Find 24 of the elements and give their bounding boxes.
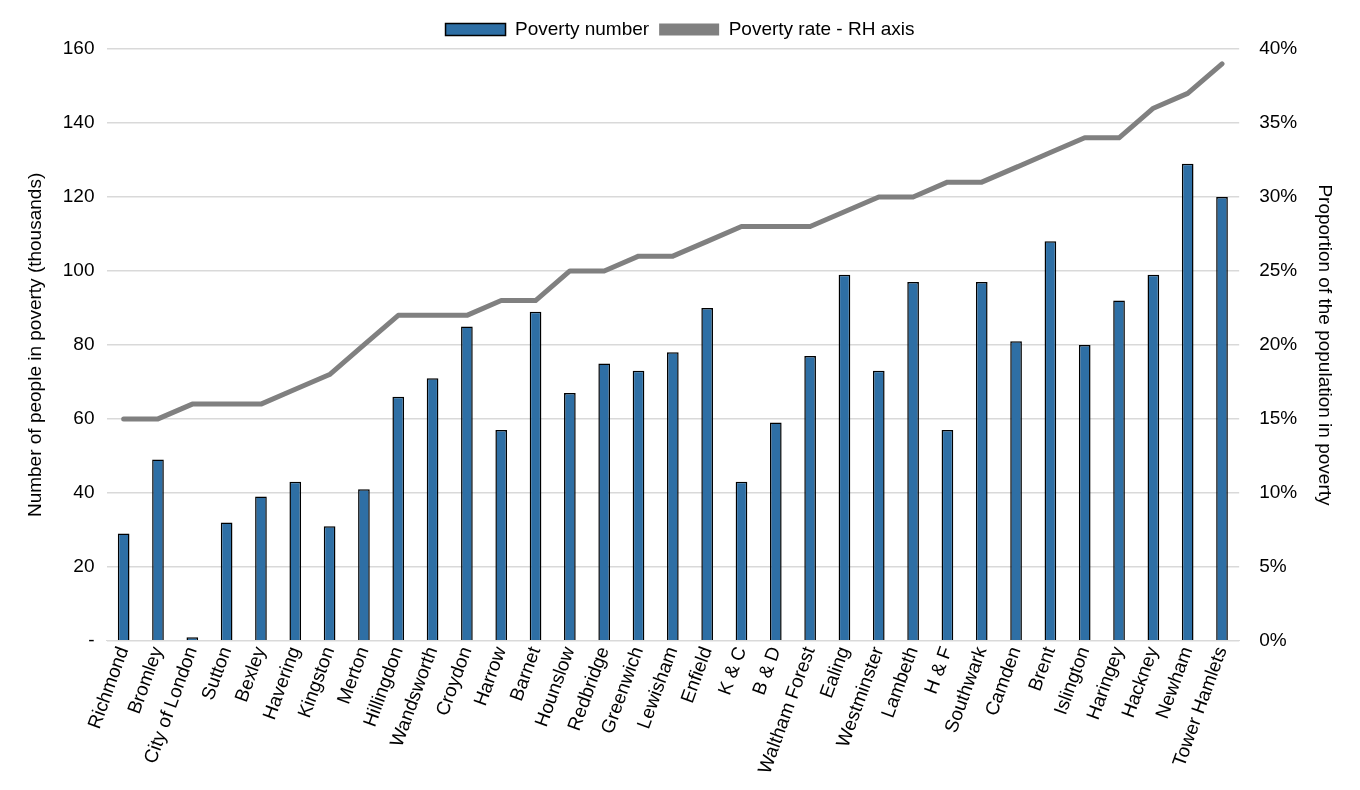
y2-tick-label: 0% xyxy=(1259,629,1287,651)
y2-tick-label: 40% xyxy=(1259,37,1298,59)
y2-tick-label: 30% xyxy=(1259,185,1298,207)
y2-tick-label: 15% xyxy=(1259,407,1298,429)
y2-tick-label: 5% xyxy=(1259,555,1287,577)
y2-axis-title: Proportion of the population in poverty xyxy=(1315,184,1337,506)
y2-tick-label: 25% xyxy=(1259,259,1298,281)
y-tick-label: 140 xyxy=(62,111,95,133)
y-tick-label: 60 xyxy=(73,407,95,429)
y-tick-label: 20 xyxy=(73,555,95,577)
y2-tick-label: 20% xyxy=(1259,333,1298,355)
x-tick-label: Enfield xyxy=(676,643,716,706)
y-tick-label: 80 xyxy=(73,333,95,355)
y2-tick-label: 10% xyxy=(1259,481,1298,503)
y-tick-label: - xyxy=(88,629,95,651)
y-axis-title: Number of people in poverty (thousands) xyxy=(23,172,45,518)
y-tick-label: 120 xyxy=(62,185,95,207)
x-tick-label: Brent xyxy=(1023,643,1060,694)
y-tick-label: 160 xyxy=(62,37,95,59)
y2-tick-label: 35% xyxy=(1259,111,1298,133)
legend-label: Poverty rate - RH axis xyxy=(728,17,915,39)
y-tick-label: 100 xyxy=(62,259,95,281)
legend-label: Poverty number xyxy=(515,17,650,39)
y-tick-label: 40 xyxy=(73,481,95,503)
